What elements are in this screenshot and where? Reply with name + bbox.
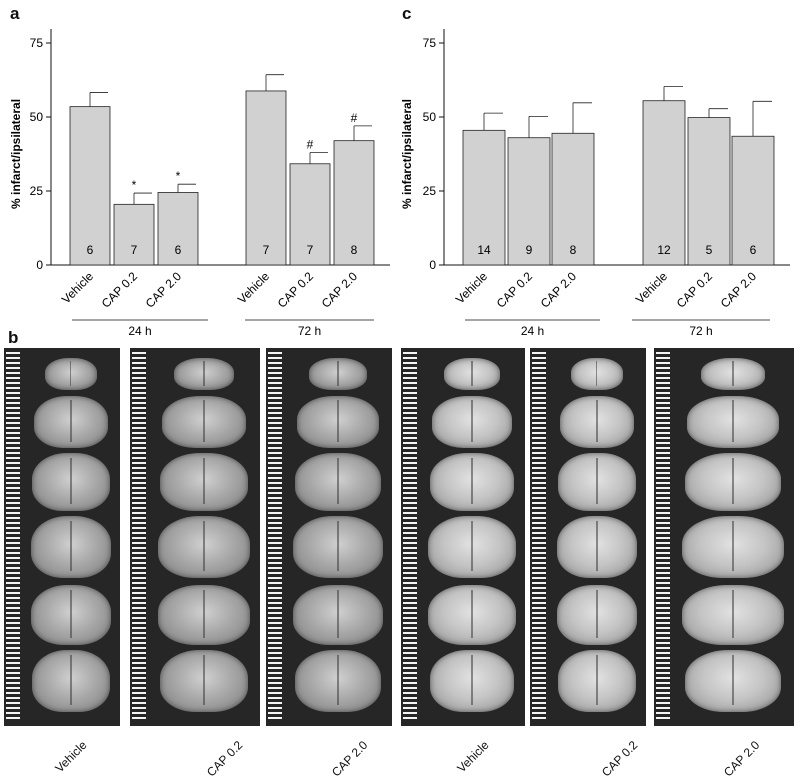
y-tick-label: 50	[423, 110, 437, 124]
brain-slice	[32, 453, 110, 511]
significance-marker: #	[307, 138, 314, 152]
bar	[687, 117, 731, 266]
y-tick-label: 25	[423, 184, 437, 198]
category-label: CAP 0.2	[674, 269, 716, 311]
brain-slice	[34, 396, 108, 448]
bar-n-label: 7	[307, 243, 314, 257]
category-label: CAP 2.0	[718, 269, 760, 311]
bar	[731, 135, 775, 266]
panel-label-c: c	[402, 4, 412, 23]
y-tick-label: 50	[30, 110, 44, 124]
group-label: 72 h	[689, 324, 712, 338]
brain-slice	[428, 516, 516, 578]
brain-slice	[295, 453, 381, 511]
brain-slice	[684, 650, 782, 712]
brain-slice	[174, 358, 234, 390]
bar	[333, 140, 375, 266]
group-label: 24 h	[128, 324, 151, 338]
scale-ruler	[132, 352, 146, 722]
y-axis-label: % infarct/ipsilateral	[9, 99, 23, 209]
category-label: CAP 0.2	[494, 269, 536, 311]
bar	[289, 163, 331, 266]
brain-slice	[556, 516, 638, 578]
scale-ruler	[403, 352, 417, 722]
bar-n-label: 6	[87, 243, 94, 257]
bar-n-label: 7	[131, 243, 138, 257]
significance-marker: *	[132, 178, 137, 192]
bar-n-label: 6	[175, 243, 182, 257]
brain-slice	[309, 358, 367, 390]
brain-slice	[159, 650, 249, 712]
bar-n-label: 14	[477, 243, 491, 257]
scale-ruler	[268, 352, 282, 722]
bar-n-label: 6	[750, 243, 757, 257]
brain-slice	[157, 585, 251, 645]
brain-slice	[45, 358, 97, 390]
bar	[113, 203, 155, 266]
bar	[507, 137, 551, 266]
y-tick-label: 75	[423, 36, 437, 50]
group-label: 24 h	[521, 324, 544, 338]
brain-slice	[684, 453, 782, 511]
brain-slice	[293, 585, 383, 645]
bar	[157, 192, 199, 266]
brain-slice	[32, 650, 110, 712]
bar	[245, 90, 287, 266]
y-axis-label: % infarct/ipsilateral	[400, 99, 414, 209]
brain-slice	[560, 396, 634, 448]
brain-slice	[686, 396, 779, 448]
brain-slice	[430, 650, 514, 712]
brain-slice	[558, 650, 636, 712]
bar-n-label: 9	[526, 243, 533, 257]
bar	[69, 106, 111, 266]
bar-n-label: 8	[570, 243, 577, 257]
brain-slice	[297, 396, 379, 448]
panel-label-a: a	[10, 4, 20, 23]
y-tick-label: 75	[30, 36, 44, 50]
brain-slice	[682, 516, 784, 578]
y-tick-label: 0	[429, 258, 436, 272]
bar-n-label: 8	[351, 243, 358, 257]
category-label: Vehicle	[633, 269, 670, 306]
scale-ruler	[6, 352, 20, 722]
brain-slice	[161, 396, 247, 448]
category-label: Vehicle	[453, 269, 490, 306]
brain-slice	[558, 453, 636, 511]
brain-slice	[428, 585, 516, 645]
scale-ruler	[532, 352, 546, 722]
brain-slice	[432, 396, 512, 448]
brain-slice	[293, 516, 383, 578]
brain-slice	[430, 453, 514, 511]
category-label: CAP 2.0	[538, 269, 580, 311]
y-tick-label: 25	[30, 184, 44, 198]
brain-slice	[157, 516, 251, 578]
bar-n-label: 12	[657, 243, 671, 257]
brain-slice	[159, 453, 249, 511]
significance-marker: *	[176, 169, 181, 183]
group-label: 72 h	[298, 324, 321, 338]
brain-slice	[556, 585, 638, 645]
y-tick-label: 0	[36, 258, 43, 272]
brain-slice	[682, 585, 784, 645]
brain-slice	[30, 516, 112, 578]
brain-slice	[295, 650, 381, 712]
brain-slice	[443, 358, 501, 390]
brain-slice	[30, 585, 112, 645]
significance-marker: #	[351, 111, 358, 125]
bar-n-label: 7	[263, 243, 270, 257]
bar	[642, 100, 686, 266]
bar-n-label: 5	[706, 243, 713, 257]
brain-slice	[571, 358, 623, 390]
scale-ruler	[656, 352, 670, 722]
brain-slice	[700, 358, 766, 390]
bar	[551, 132, 595, 266]
panel-label-b: b	[8, 328, 19, 347]
bar	[462, 129, 506, 266]
